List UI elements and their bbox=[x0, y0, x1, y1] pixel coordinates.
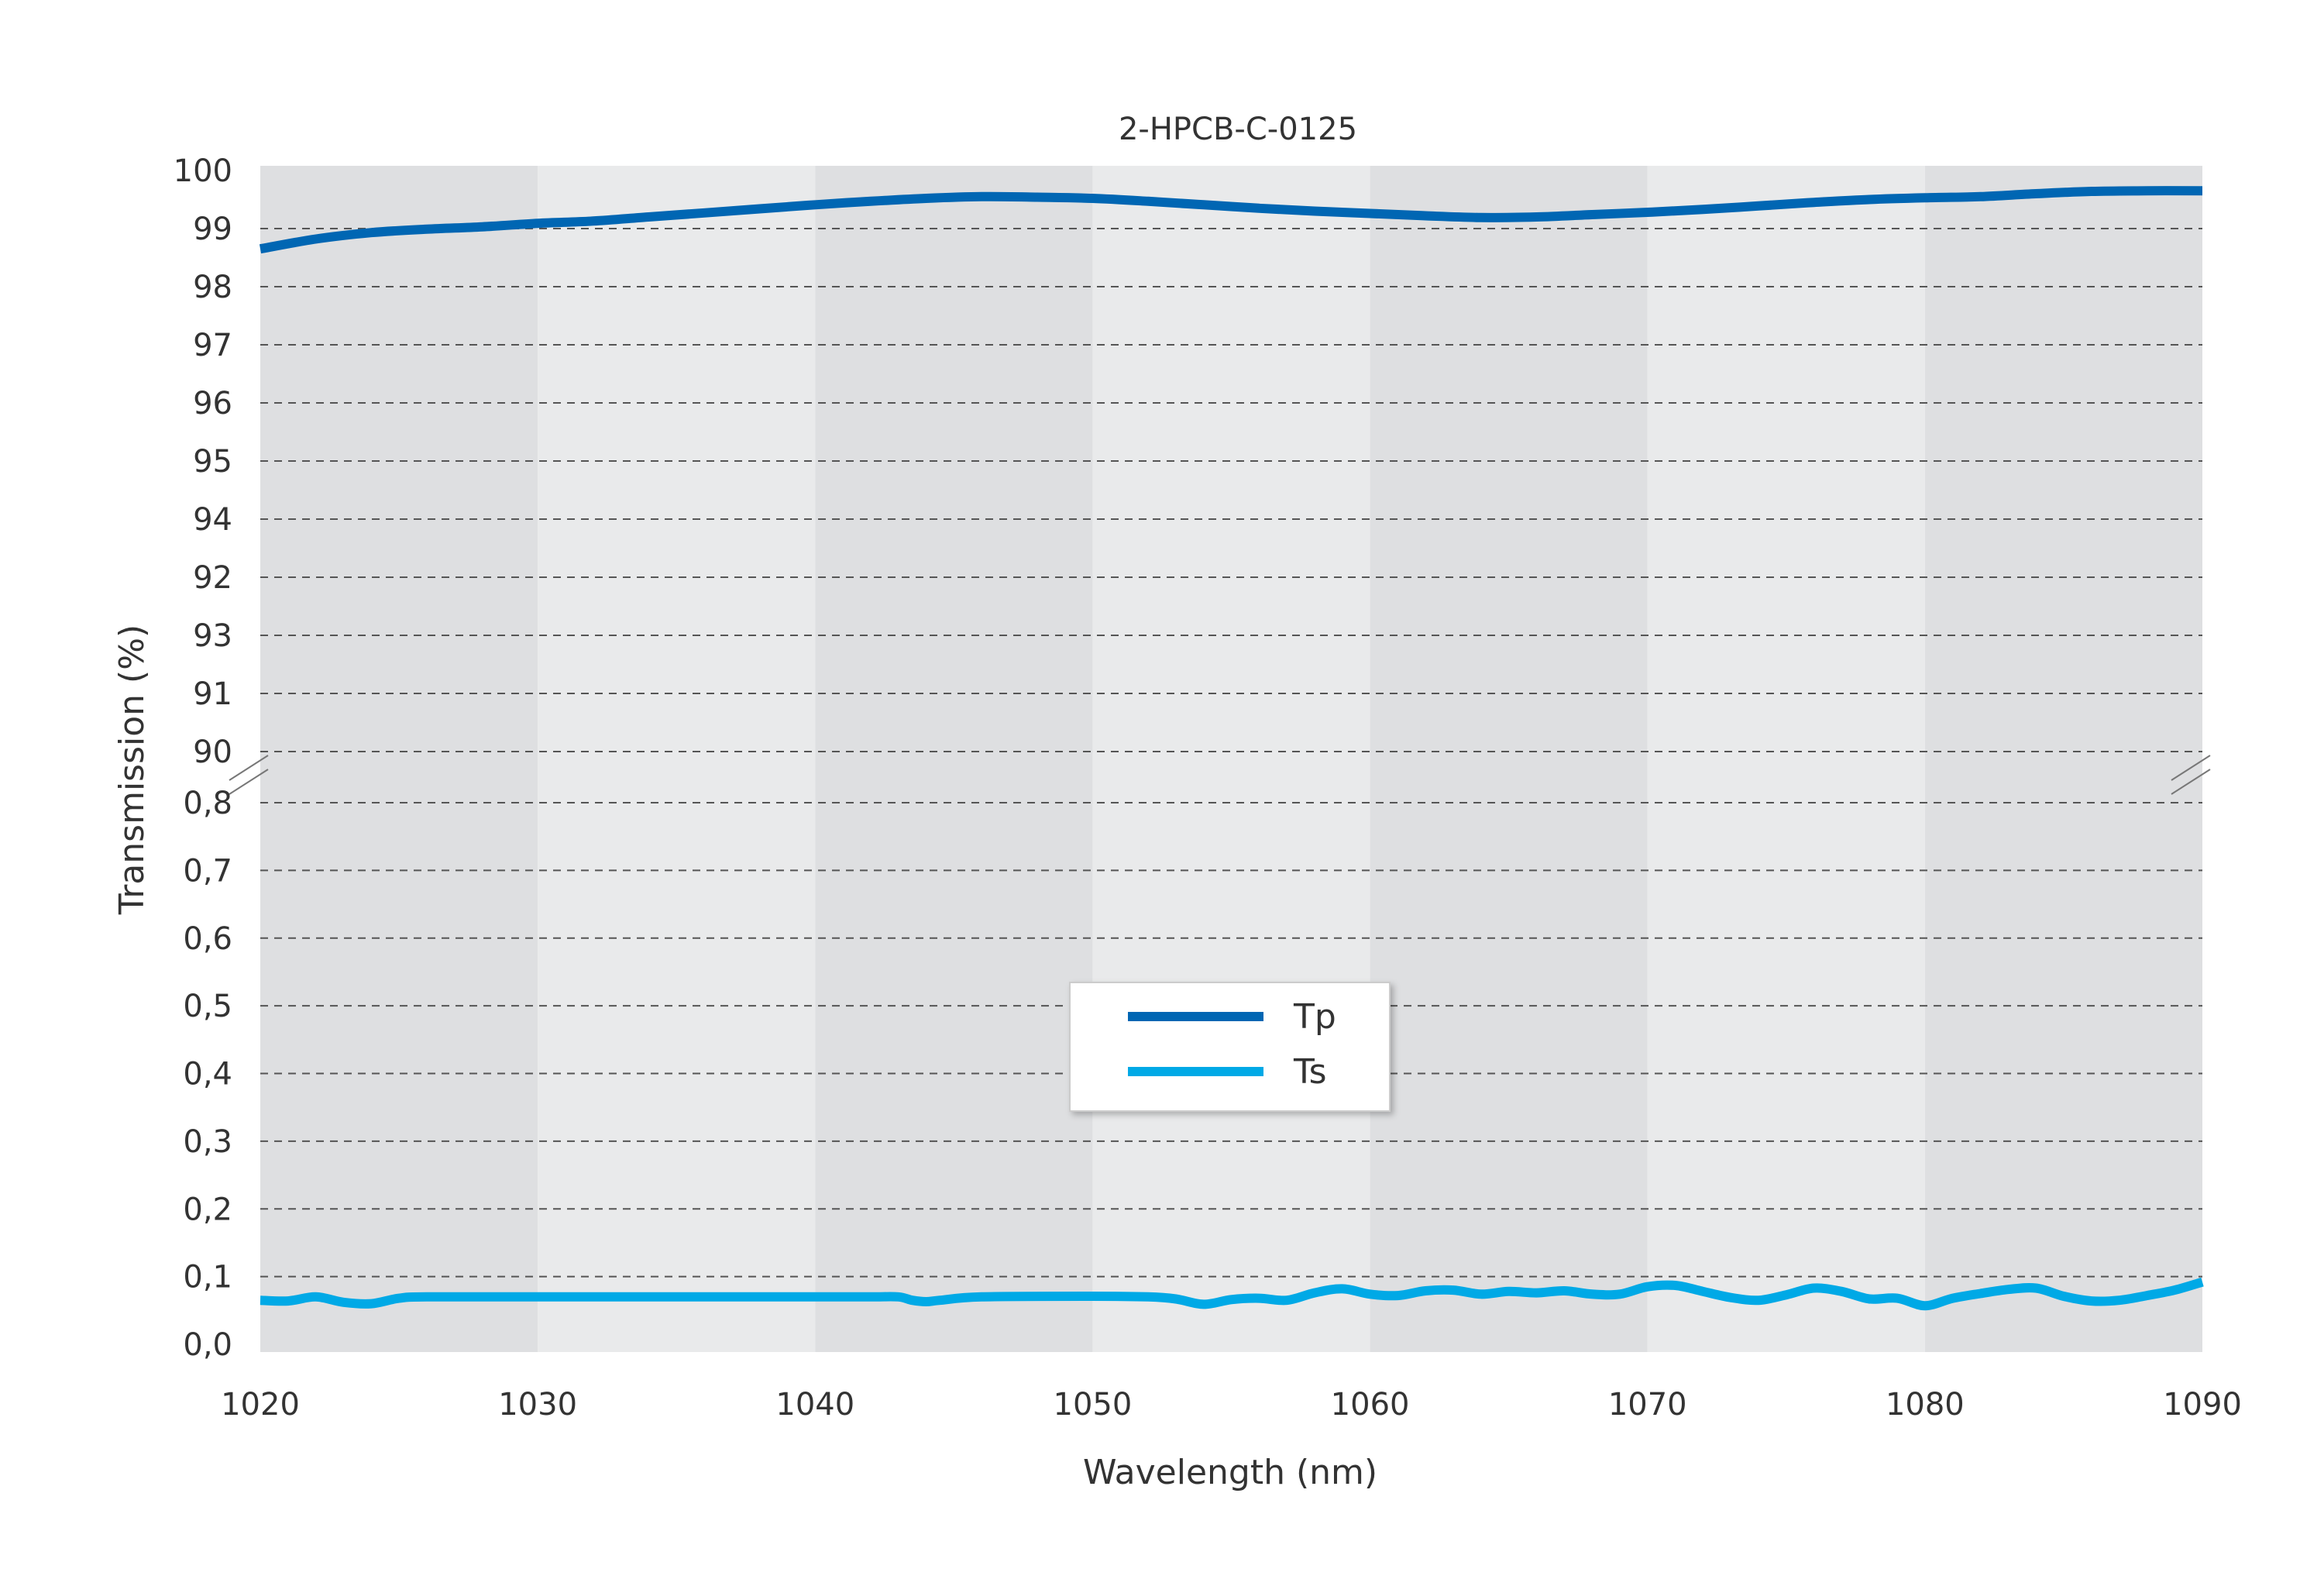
y-tick-label: 92 bbox=[193, 560, 232, 596]
background-band bbox=[1647, 166, 1925, 1352]
legend: Tp Ts bbox=[1069, 982, 1391, 1112]
y-tick-label: 98 bbox=[193, 270, 232, 305]
y-tick-label: 0,7 bbox=[183, 853, 232, 889]
y-tick-label: 94 bbox=[193, 502, 232, 538]
legend-label-ts: Ts bbox=[1293, 1052, 1327, 1092]
series-line-ts bbox=[260, 1277, 2204, 1311]
x-tick-label: 1090 bbox=[2163, 1387, 2242, 1423]
y-tick-label: 93 bbox=[193, 618, 232, 654]
y-tick-label: 0,6 bbox=[183, 921, 232, 957]
chart-title: 2-HPCB-C-0125 bbox=[1119, 112, 1357, 147]
background-band bbox=[815, 166, 1093, 1352]
grid-lines bbox=[260, 228, 2202, 1278]
x-tick-label: 1030 bbox=[498, 1387, 577, 1423]
break-mark bbox=[2171, 769, 2211, 795]
y-tick-label: 0,3 bbox=[183, 1124, 232, 1160]
y-tick-label: 95 bbox=[193, 444, 232, 480]
y-tick-label: 96 bbox=[193, 386, 232, 421]
legend-label-tp: Tp bbox=[1293, 997, 1336, 1037]
background-band bbox=[260, 166, 538, 1352]
break-mark bbox=[229, 755, 269, 781]
y-axis-label: Transmission (%) bbox=[112, 624, 152, 915]
background-band bbox=[1924, 166, 2202, 1352]
break-mark bbox=[229, 769, 269, 795]
axis-break-marks bbox=[229, 755, 2211, 795]
x-tick-label: 1040 bbox=[775, 1387, 854, 1423]
break-mark bbox=[2171, 755, 2211, 781]
x-tick-labels: 1020 1030 1040 1050 1060 1070 1080 1090 bbox=[221, 1387, 2242, 1423]
background-band bbox=[1370, 166, 1648, 1352]
y-tick-labels: 100 99 98 97 96 95 94 92 93 91 90 0,8 0,7 0,6 0,5 0,4 0,… bbox=[174, 153, 232, 1363]
y-tick-label: 100 bbox=[174, 153, 232, 189]
y-tick-label: 0,4 bbox=[183, 1057, 232, 1092]
x-tick-label: 1050 bbox=[1054, 1387, 1133, 1423]
y-tick-label: 0,5 bbox=[183, 989, 232, 1024]
series-line-tp bbox=[259, 186, 2203, 254]
background-bands bbox=[260, 166, 2202, 1352]
y-tick-label: 0,8 bbox=[183, 786, 232, 821]
y-tick-label: 97 bbox=[193, 328, 232, 363]
y-tick-label: 0,0 bbox=[183, 1327, 232, 1363]
x-tick-label: 1070 bbox=[1608, 1387, 1687, 1423]
y-tick-label: 0,1 bbox=[183, 1260, 232, 1295]
y-tick-label: 99 bbox=[193, 212, 232, 247]
x-tick-label: 1080 bbox=[1886, 1387, 1965, 1423]
y-tick-label: 90 bbox=[193, 735, 232, 770]
series-lines bbox=[259, 186, 2204, 1311]
x-tick-label: 1020 bbox=[221, 1387, 300, 1423]
background-band bbox=[538, 166, 816, 1352]
y-tick-label: 91 bbox=[193, 676, 232, 712]
background-band bbox=[1092, 166, 1370, 1352]
x-axis-label: Wavelength (nm) bbox=[1083, 1453, 1377, 1492]
x-tick-label: 1060 bbox=[1331, 1387, 1410, 1423]
y-tick-label: 0,2 bbox=[183, 1192, 232, 1227]
legend-box bbox=[1069, 982, 1391, 1112]
